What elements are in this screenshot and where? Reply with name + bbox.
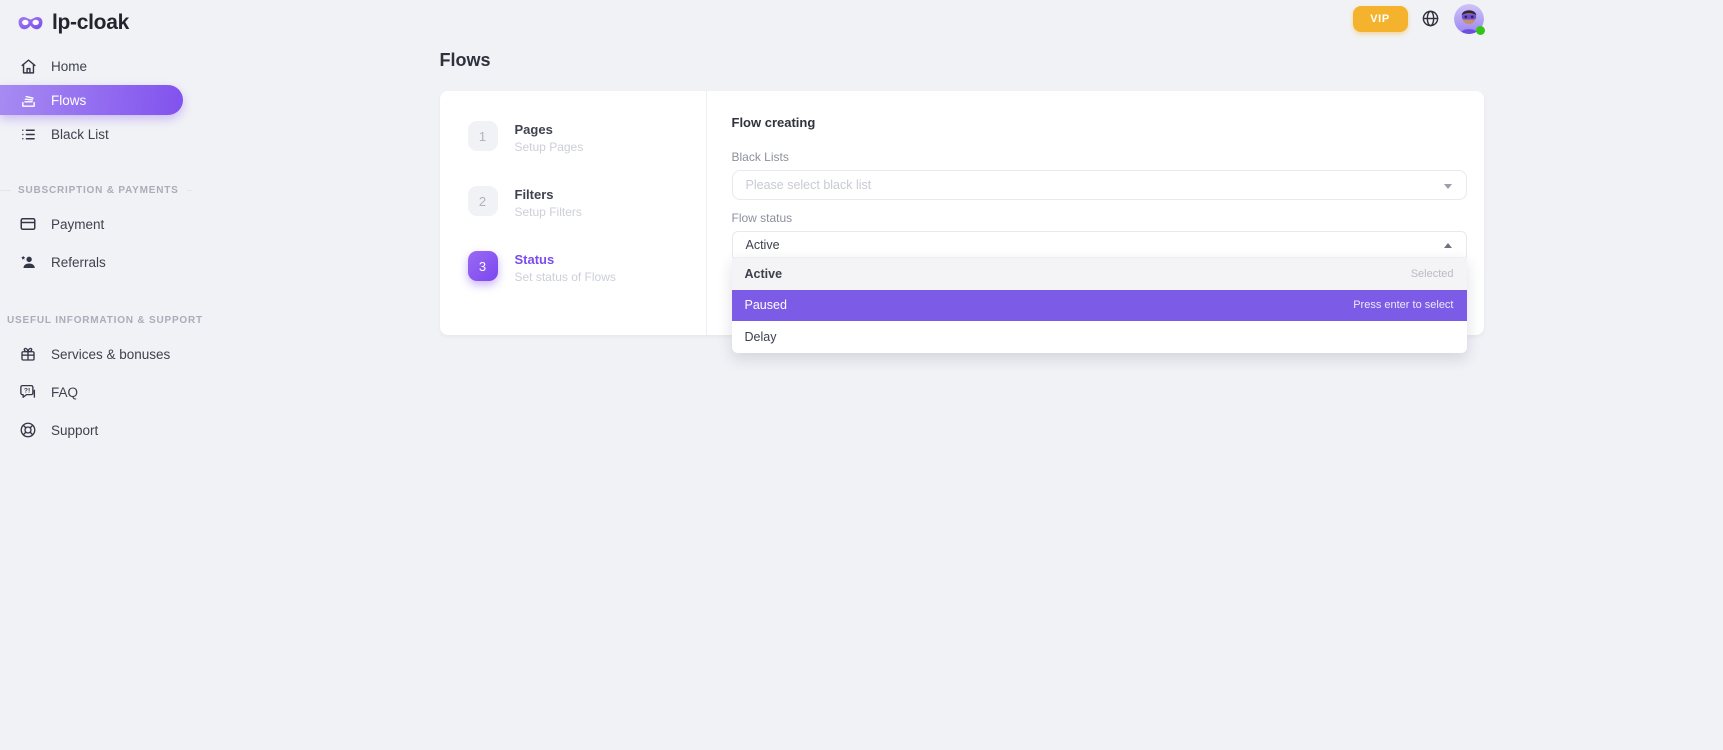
step-status[interactable]: 3 Status Set status of Flows — [467, 251, 706, 284]
sidebar-item-label: Referrals — [51, 254, 106, 270]
mask-logo-icon — [17, 15, 44, 32]
option-paused[interactable]: Paused Press enter to select — [731, 289, 1467, 321]
option-hint: Press enter to select — [1353, 299, 1454, 312]
sidebar-section-list: Payment Referrals — [0, 205, 200, 281]
topbar: VIP — [440, 0, 1485, 35]
step-text: Pages Setup Pages — [515, 121, 584, 154]
sidebar-item-services-bonuses[interactable]: Services & bonuses — [0, 335, 200, 373]
app-name: lp-cloak — [52, 11, 129, 34]
option-delay[interactable]: Delay — [732, 321, 1467, 353]
option-label: Delay — [744, 329, 777, 344]
sidebar: lp-cloak Home Flows Black List — [0, 0, 203, 750]
flow-status-selected-value[interactable]: Active — [731, 231, 1467, 257]
flows-stack-icon — [18, 92, 38, 109]
step-filters[interactable]: 2 Filters Setup Filters — [467, 186, 706, 219]
page-title: Flows — [439, 50, 491, 70]
sidebar-item-payment[interactable]: Payment — [0, 205, 200, 243]
sidebar-item-label: Flows — [51, 92, 87, 108]
sidebar-section-support: USEFUL INFORMATION & SUPPORT — [0, 314, 203, 326]
chevron-down-icon — [1443, 184, 1452, 189]
step-number-badge: 2 — [467, 186, 498, 216]
vip-button[interactable]: VIP — [1352, 5, 1408, 32]
sidebar-section-subscription: SUBSCRIPTION & PAYMENTS — [0, 184, 200, 196]
step-number-badge: 3 — [467, 251, 498, 281]
user-avatar[interactable] — [1453, 3, 1485, 35]
home-icon — [18, 58, 38, 75]
sidebar-item-label: FAQ — [51, 384, 79, 400]
step-pages[interactable]: 1 Pages Setup Pages — [467, 121, 706, 154]
sidebar-item-label: Black List — [51, 126, 109, 142]
sidebar-section-list: Services & bonuses ?! FAQ Support — [0, 335, 200, 449]
flow-creating-card: 1 Pages Setup Pages 2 Filters Setup Filt… — [439, 91, 1484, 353]
payment-card-icon — [18, 215, 38, 233]
chevron-up-icon — [1443, 243, 1452, 248]
divider-line — [0, 189, 11, 191]
referrals-person-star-icon — [18, 253, 38, 271]
sidebar-item-faq[interactable]: ?! FAQ — [0, 373, 200, 411]
app-logo[interactable]: lp-cloak — [0, 0, 200, 37]
sidebar-item-label: Payment — [51, 216, 105, 232]
flow-creating-form: Flow creating Black Lists Please select … — [707, 91, 1484, 353]
sidebar-item-label: Services & bonuses — [51, 346, 171, 362]
support-lifebuoy-icon — [18, 421, 38, 439]
step-text: Filters Setup Filters — [515, 186, 582, 219]
divider-line — [186, 189, 192, 191]
sidebar-item-referrals[interactable]: Referrals — [0, 243, 200, 281]
selected-value-text: Active — [745, 237, 780, 252]
step-subtitle: Setup Pages — [514, 140, 584, 154]
sidebar-item-label: Home — [51, 58, 88, 74]
step-title: Filters — [514, 187, 554, 202]
form-title: Flow creating — [731, 115, 816, 130]
faq-chat-icon: ?! — [18, 383, 38, 401]
option-active[interactable]: Active Selected — [731, 258, 1467, 290]
step-subtitle: Setup Filters — [514, 205, 582, 219]
services-gift-icon — [18, 345, 38, 363]
globe-icon[interactable] — [1421, 9, 1441, 29]
flow-status-label: Flow status — [731, 211, 793, 225]
flow-stepper: 1 Pages Setup Pages 2 Filters Setup Filt… — [440, 91, 707, 335]
flow-status-dropdown: Active Selected Paused Press enter to se… — [731, 257, 1467, 353]
svg-text:?!: ?! — [24, 388, 30, 395]
flow-status-select[interactable]: Active Active Selected Paused — [731, 231, 1467, 353]
online-status-dot — [1475, 25, 1485, 35]
black-list-icon — [18, 126, 38, 143]
black-lists-label: Black Lists — [731, 150, 789, 164]
sidebar-item-support[interactable]: Support — [0, 411, 200, 449]
option-hint: Selected — [1410, 267, 1454, 280]
step-number-badge: 1 — [467, 121, 498, 151]
flow-status-field: Flow status Active Active Selected — [731, 211, 1467, 353]
sidebar-nav: Home Flows Black List SUBSCRIPTION & PAY… — [0, 49, 203, 449]
section-title-text: USEFUL INFORMATION & SUPPORT — [7, 314, 203, 326]
black-lists-field: Black Lists Please select black list — [731, 150, 1467, 200]
step-title: Pages — [514, 122, 553, 137]
option-label: Paused — [744, 298, 787, 313]
sidebar-item-flows[interactable]: Flows — [0, 85, 183, 115]
main-area: VIP — [200, 0, 1723, 750]
select-placeholder: Please select black list — [745, 178, 872, 192]
section-title-text: SUBSCRIPTION & PAYMENTS — [18, 184, 179, 196]
step-subtitle: Set status of Flows — [514, 270, 616, 284]
sidebar-item-home[interactable]: Home — [0, 49, 200, 83]
black-lists-select[interactable]: Please select black list — [731, 170, 1467, 200]
step-title: Status — [514, 252, 555, 267]
option-label: Active — [744, 266, 783, 281]
sidebar-item-black-list[interactable]: Black List — [0, 117, 200, 151]
sidebar-item-label: Support — [51, 422, 99, 438]
step-text: Status Set status of Flows — [515, 251, 616, 284]
